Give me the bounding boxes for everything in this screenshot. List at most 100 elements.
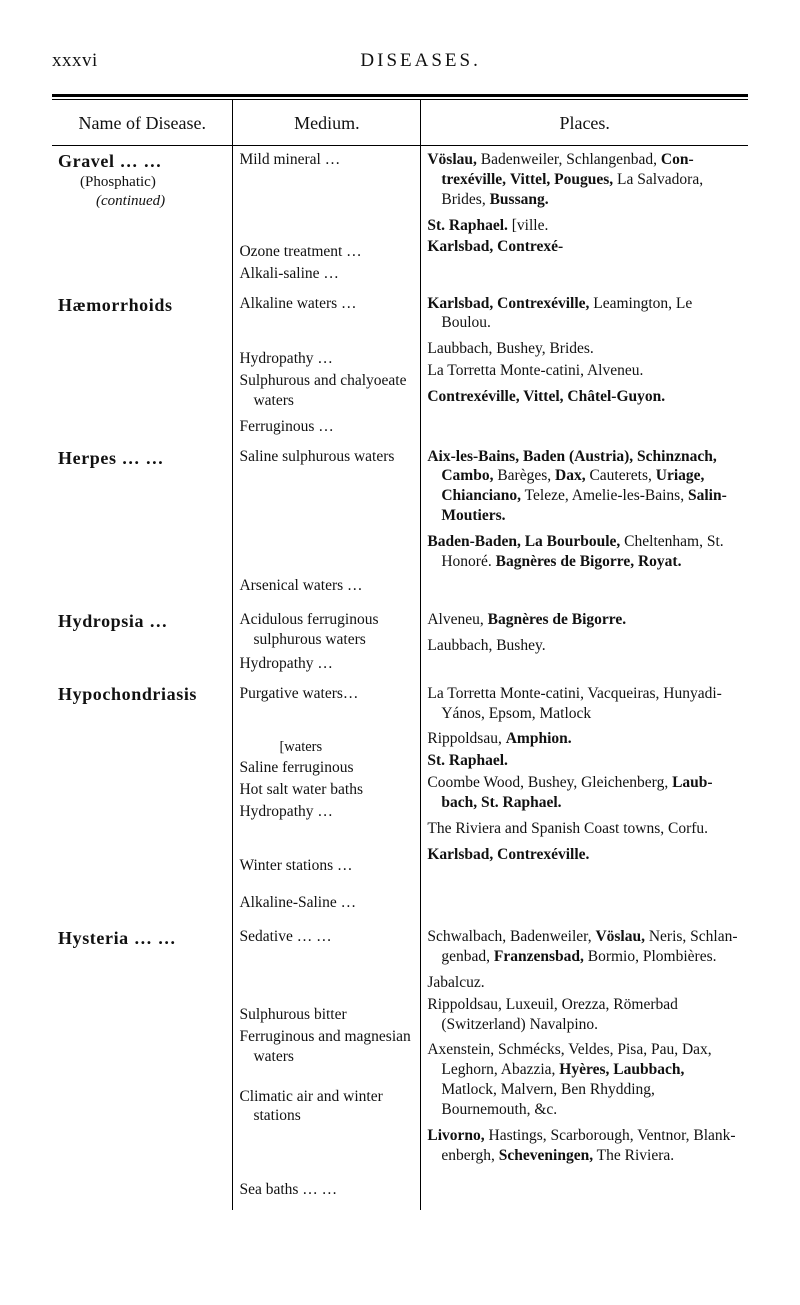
- col-name: Name of Disease.: [52, 100, 233, 145]
- medium-purgative: Purgative waters…: [239, 684, 414, 704]
- disease-herpes: Herpes … …: [58, 447, 226, 470]
- running-head: xxxvi DISEASES.: [52, 50, 748, 72]
- t: Bussang.: [490, 191, 549, 208]
- places-gravel-1: Vöslau, Badenweiler, Schlangenbad, Con­t…: [427, 150, 742, 209]
- places-haem-4: Contrexéville, Vittel, Châtel-Guyon.: [427, 387, 742, 407]
- places-hydropsia-1: Alveneu, Bagnères de Bigorre.: [427, 610, 742, 630]
- t: Schwalbach, Badenweiler,: [427, 928, 595, 945]
- places-hysteria-1: Schwalbach, Badenweiler, Vöslau, Neris, …: [427, 927, 742, 967]
- t: Contrexé­ville,: [497, 295, 589, 312]
- row-haemorrhoids: Hæmorrhoids Alkaline waters … Hydropathy…: [52, 290, 748, 443]
- places-hypoch-2: Rippoldsau, Amphion.: [427, 729, 742, 749]
- row-hysteria: Hysteria … … Sedative … … Sulphurous bit…: [52, 923, 748, 1210]
- col-places: Places.: [421, 100, 748, 145]
- places-herpes-1: Aix-les-Bains, Baden (Austria), Schinz­n…: [427, 447, 742, 526]
- t: Amphion.: [506, 730, 572, 747]
- t: Karlsbad,: [427, 295, 493, 312]
- t: Vittel, Pougues,: [510, 171, 613, 188]
- rule-top-thick: [52, 94, 748, 97]
- t: Cauterets,: [586, 467, 656, 484]
- t: Rippoldsau,: [427, 730, 505, 747]
- t: Schevenin­gen,: [499, 1147, 593, 1164]
- row-herpes: Herpes … … Saline sulphurous waters Arse…: [52, 443, 748, 607]
- places-hysteria-2: Jabalcuz.: [427, 973, 742, 993]
- places-herpes-2: Baden-Baden, La Bour­boule, Cheltenham, …: [427, 532, 742, 572]
- disease-gravel-sub: (Phosphatic): [58, 173, 226, 192]
- medium-mild-mineral: Mild mineral …: [239, 150, 414, 170]
- medium-acidulous: Acidulous ferrugi­nous sulphurous waters: [239, 610, 414, 650]
- places-hypoch-5: The Riviera and Spanish Coast towns, Cor…: [427, 819, 742, 839]
- t: Alveneu,: [427, 611, 487, 628]
- t: Contrexé-: [497, 238, 563, 255]
- row-gravel: Gravel … … (Phosphatic) (continued) Mild…: [52, 146, 748, 289]
- places-hysteria-4: Axenstein, Schmécks, Veldes, Pisa, Pau, …: [427, 1040, 742, 1119]
- medium-hydropathy-1: Hydropathy …: [239, 349, 414, 369]
- medium-alkaline-saline: Alkaline-Saline …: [239, 893, 414, 913]
- disease-hydropsia: Hydropsia …: [58, 610, 226, 633]
- t: Teleze, Amelie-les-Bains,: [521, 487, 688, 504]
- places-hypoch-3: St. Raphael.: [427, 751, 742, 771]
- table-header-row: Name of Disease. Medium. Places.: [52, 100, 748, 145]
- places-hypoch-4: Coombe Wood, Bushey, Gleichenberg, Laub­…: [427, 773, 742, 813]
- disease-hypochondriasis: Hypochondri­asis: [58, 684, 226, 705]
- t: Dax,: [555, 467, 586, 484]
- t: Franzensbad,: [494, 948, 584, 965]
- places-hysteria-3: Rippoldsau, Luxeuil, Orezza, Römerbad (S…: [427, 995, 742, 1035]
- t: Barèges,: [493, 467, 555, 484]
- medium-saline-sulph: Saline sulphurous waters: [239, 447, 414, 467]
- t: Bagnères de Bigorre.: [488, 611, 626, 628]
- medium-alkaline-waters: Alkaline waters …: [239, 294, 414, 314]
- medium-ozone: Ozone treatment …: [239, 242, 414, 262]
- medium-hot-salt: Hot salt water baths: [239, 780, 414, 800]
- disease-gravel-cont: (continued): [58, 192, 226, 211]
- medium-arsenical: Arsenical waters …: [239, 576, 414, 596]
- places-gravel-2: St. Raphael. [ville.: [427, 216, 742, 236]
- t: Coombe Wood, Bushey, Gleichenberg,: [427, 774, 672, 791]
- medium-saline-ferr: Saline ferruginous: [239, 758, 414, 778]
- medium-sulph-chaly: Sulphurous and chalyoeate waters: [239, 371, 414, 411]
- page: xxxvi DISEASES. Name of Disease. Medium.…: [0, 0, 800, 1270]
- running-title: DISEASES.: [310, 50, 748, 72]
- t: [ville.: [508, 217, 548, 234]
- t: Bagnères de Bigorre, Royat.: [496, 553, 682, 570]
- col-medium: Medium.: [233, 100, 421, 145]
- t: St. Raphael.: [427, 217, 508, 234]
- places-haem-1: Karlsbad, Contrexé­ville, Leamington, Le…: [427, 294, 742, 334]
- diseases-table: Name of Disease. Medium. Places. Gravel …: [52, 100, 748, 1210]
- medium-hydropathy-3: Hydropathy …: [239, 802, 414, 822]
- row-hydropsia: Hydropsia … Acidulous ferrugi­nous sulph…: [52, 606, 748, 679]
- page-number: xxxvi: [52, 50, 310, 72]
- t: Karlsbad,: [427, 238, 493, 255]
- disease-hysteria: Hysteria … …: [58, 927, 226, 950]
- medium-alkali-saline: Alkali-saline …: [239, 264, 414, 284]
- medium-sedative: Sedative … …: [239, 927, 414, 947]
- row-hypochondriasis: Hypochondri­asis Purgative waters… [wate…: [52, 680, 748, 924]
- places-gravel-3: Karlsbad, Contrexé-: [427, 237, 742, 257]
- medium-sea-baths: Sea baths … …: [239, 1180, 414, 1200]
- medium-climatic-air: Climatic air and winter stations: [239, 1087, 414, 1127]
- t: Axenstein, Schmécks, Veldes,: [427, 1041, 613, 1058]
- disease-haemorrhoids: Hæmorrhoids: [58, 294, 226, 317]
- t: Bormio, Plombières.: [584, 948, 717, 965]
- t: Rippoldsau, Luxeuil, Orezza, Römerbad: [427, 996, 678, 1013]
- places-hypoch-1: La Torretta Monte-catini, Vacqueiras, Hu…: [427, 684, 742, 724]
- medium-ferruginous-1: Ferruginous …: [239, 417, 414, 437]
- medium-winter-stations: Winter stations …: [239, 856, 414, 876]
- t: Vöslau,: [427, 151, 477, 168]
- t: Badenweiler, Schlangenbad,: [477, 151, 661, 168]
- t: Hyères, Laubbach,: [559, 1061, 684, 1078]
- medium-hydropathy-2: Hydropathy …: [239, 654, 414, 674]
- places-haem-3: La Torretta Monte-catini, Alveneu.: [427, 361, 742, 381]
- places-hypoch-6: Karlsbad, Contrexé­ville.: [427, 845, 742, 865]
- places-haem-2: Laubbach, Bushey, Brides.: [427, 339, 742, 359]
- t: Matlock, Malvern, Ben Rhydding, Bournemo…: [441, 1081, 655, 1118]
- disease-gravel: Gravel … …: [58, 150, 226, 173]
- medium-ferr-magnesian: Ferruginous and magnesian waters: [239, 1027, 414, 1067]
- places-hysteria-5: Livorno, Hastings, Scar­borough, Ventnor…: [427, 1126, 742, 1166]
- t: Livorno,: [427, 1127, 484, 1144]
- t: (Switzerland) Navalpino.: [441, 1016, 598, 1033]
- t: The Riviera.: [593, 1147, 674, 1164]
- t: Baden-Baden, La Bour­boule,: [427, 533, 620, 550]
- medium-sulph-bitter: Sulphurous bitter: [239, 1005, 414, 1025]
- t: Vöslau,: [595, 928, 645, 945]
